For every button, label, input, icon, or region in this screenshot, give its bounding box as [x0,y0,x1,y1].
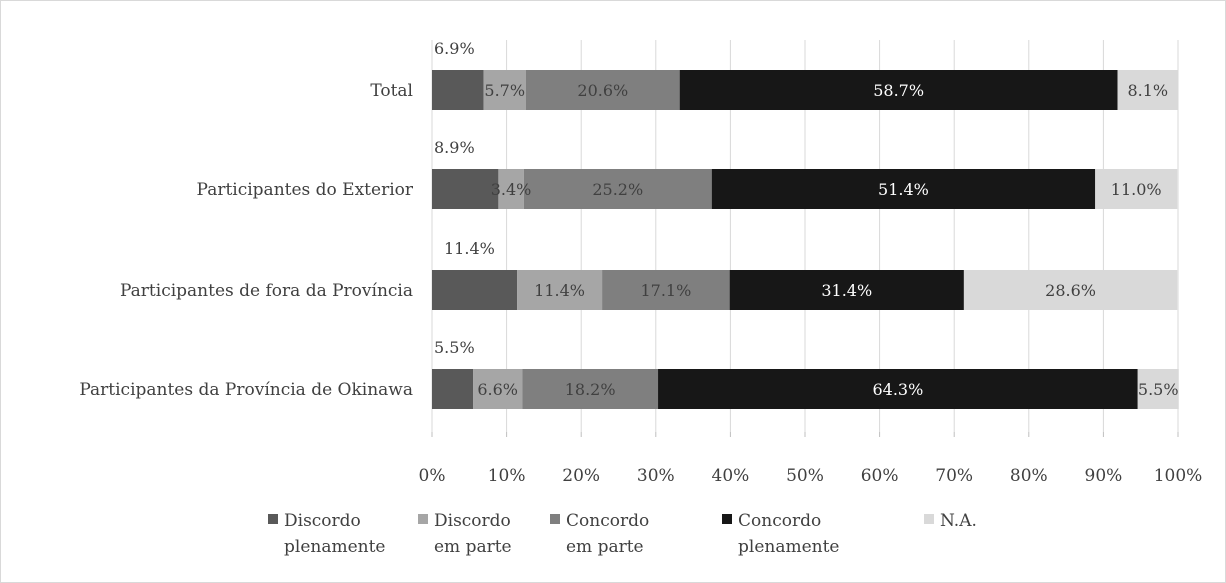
x-tick-label: 60% [861,466,899,486]
bar-segment [729,270,964,310]
legend-swatch [722,514,732,524]
legend-label: Concordo [738,511,821,531]
bar-segment [432,270,518,310]
data-label: 11.0% [1111,180,1162,199]
x-tick-label: 50% [786,466,824,486]
bar-segment [679,70,1118,110]
legend-label: Discordo [284,511,361,531]
x-tick-label: 0% [419,466,446,486]
data-label: 31.4% [821,281,872,300]
legend-swatch [268,514,278,524]
data-label: 64.3% [872,380,923,399]
data-label: 18.2% [565,380,616,399]
data-label: 17.1% [640,281,691,300]
legend-swatch [550,514,560,524]
bar-segment [522,369,659,409]
bar-segment [963,270,1178,310]
data-label: 58.7% [873,81,924,100]
legend-label: em parte [434,537,512,557]
data-label: 5.7% [484,81,525,100]
x-tick-label: 70% [935,466,973,486]
bar-segment [1137,369,1179,409]
data-label: 25.2% [592,180,643,199]
data-label: 51.4% [878,180,929,199]
category-label: Participantes de fora da Província [120,281,413,301]
bar-segment [483,70,526,110]
category-label: Participantes da Província de Okinawa [79,380,413,400]
data-label: 8.1% [1127,81,1168,100]
data-label: 20.6% [577,81,628,100]
x-tick-label: 20% [562,466,600,486]
legend-label: Concordo [566,511,649,531]
data-label: 5.5% [1138,380,1179,399]
legend-label: em parte [566,537,644,557]
bar-segment [523,169,712,209]
x-tick-label: 90% [1085,466,1123,486]
bar-segment [473,369,523,409]
category-label: Total [370,81,413,101]
bar-segment [602,270,730,310]
x-tick-label: 40% [712,466,750,486]
data-label: 3.4% [491,180,532,199]
x-tick-label: 100% [1154,466,1203,486]
data-label: 6.6% [477,380,518,399]
data-label: 6.9% [434,39,475,58]
bar-segment [525,70,680,110]
legend-label: Discordo [434,511,511,531]
legend-label: plenamente [738,537,840,557]
bar-segment [432,369,474,409]
x-tick-label: 30% [637,466,675,486]
bar-segment [1117,70,1178,110]
data-label: 11.4% [444,239,495,258]
bar-segment [658,369,1138,409]
data-label: 8.9% [434,138,475,157]
bar-segment [432,169,499,209]
legend-label: N.A. [940,511,977,531]
legend-swatch [418,514,428,524]
x-tick-label: 10% [488,466,526,486]
data-label: 5.5% [434,338,475,357]
legend-label: plenamente [284,537,386,557]
data-label: 11.4% [534,281,585,300]
legend-swatch [924,514,934,524]
bar-segment [432,70,484,110]
bar-segment [1095,169,1178,209]
x-tick-label: 80% [1010,466,1048,486]
category-label: Participantes do Exterior [197,180,414,200]
bar-segment [711,169,1096,209]
bar-segment [498,169,524,209]
data-label: 28.6% [1045,281,1096,300]
bar-segment [517,270,603,310]
